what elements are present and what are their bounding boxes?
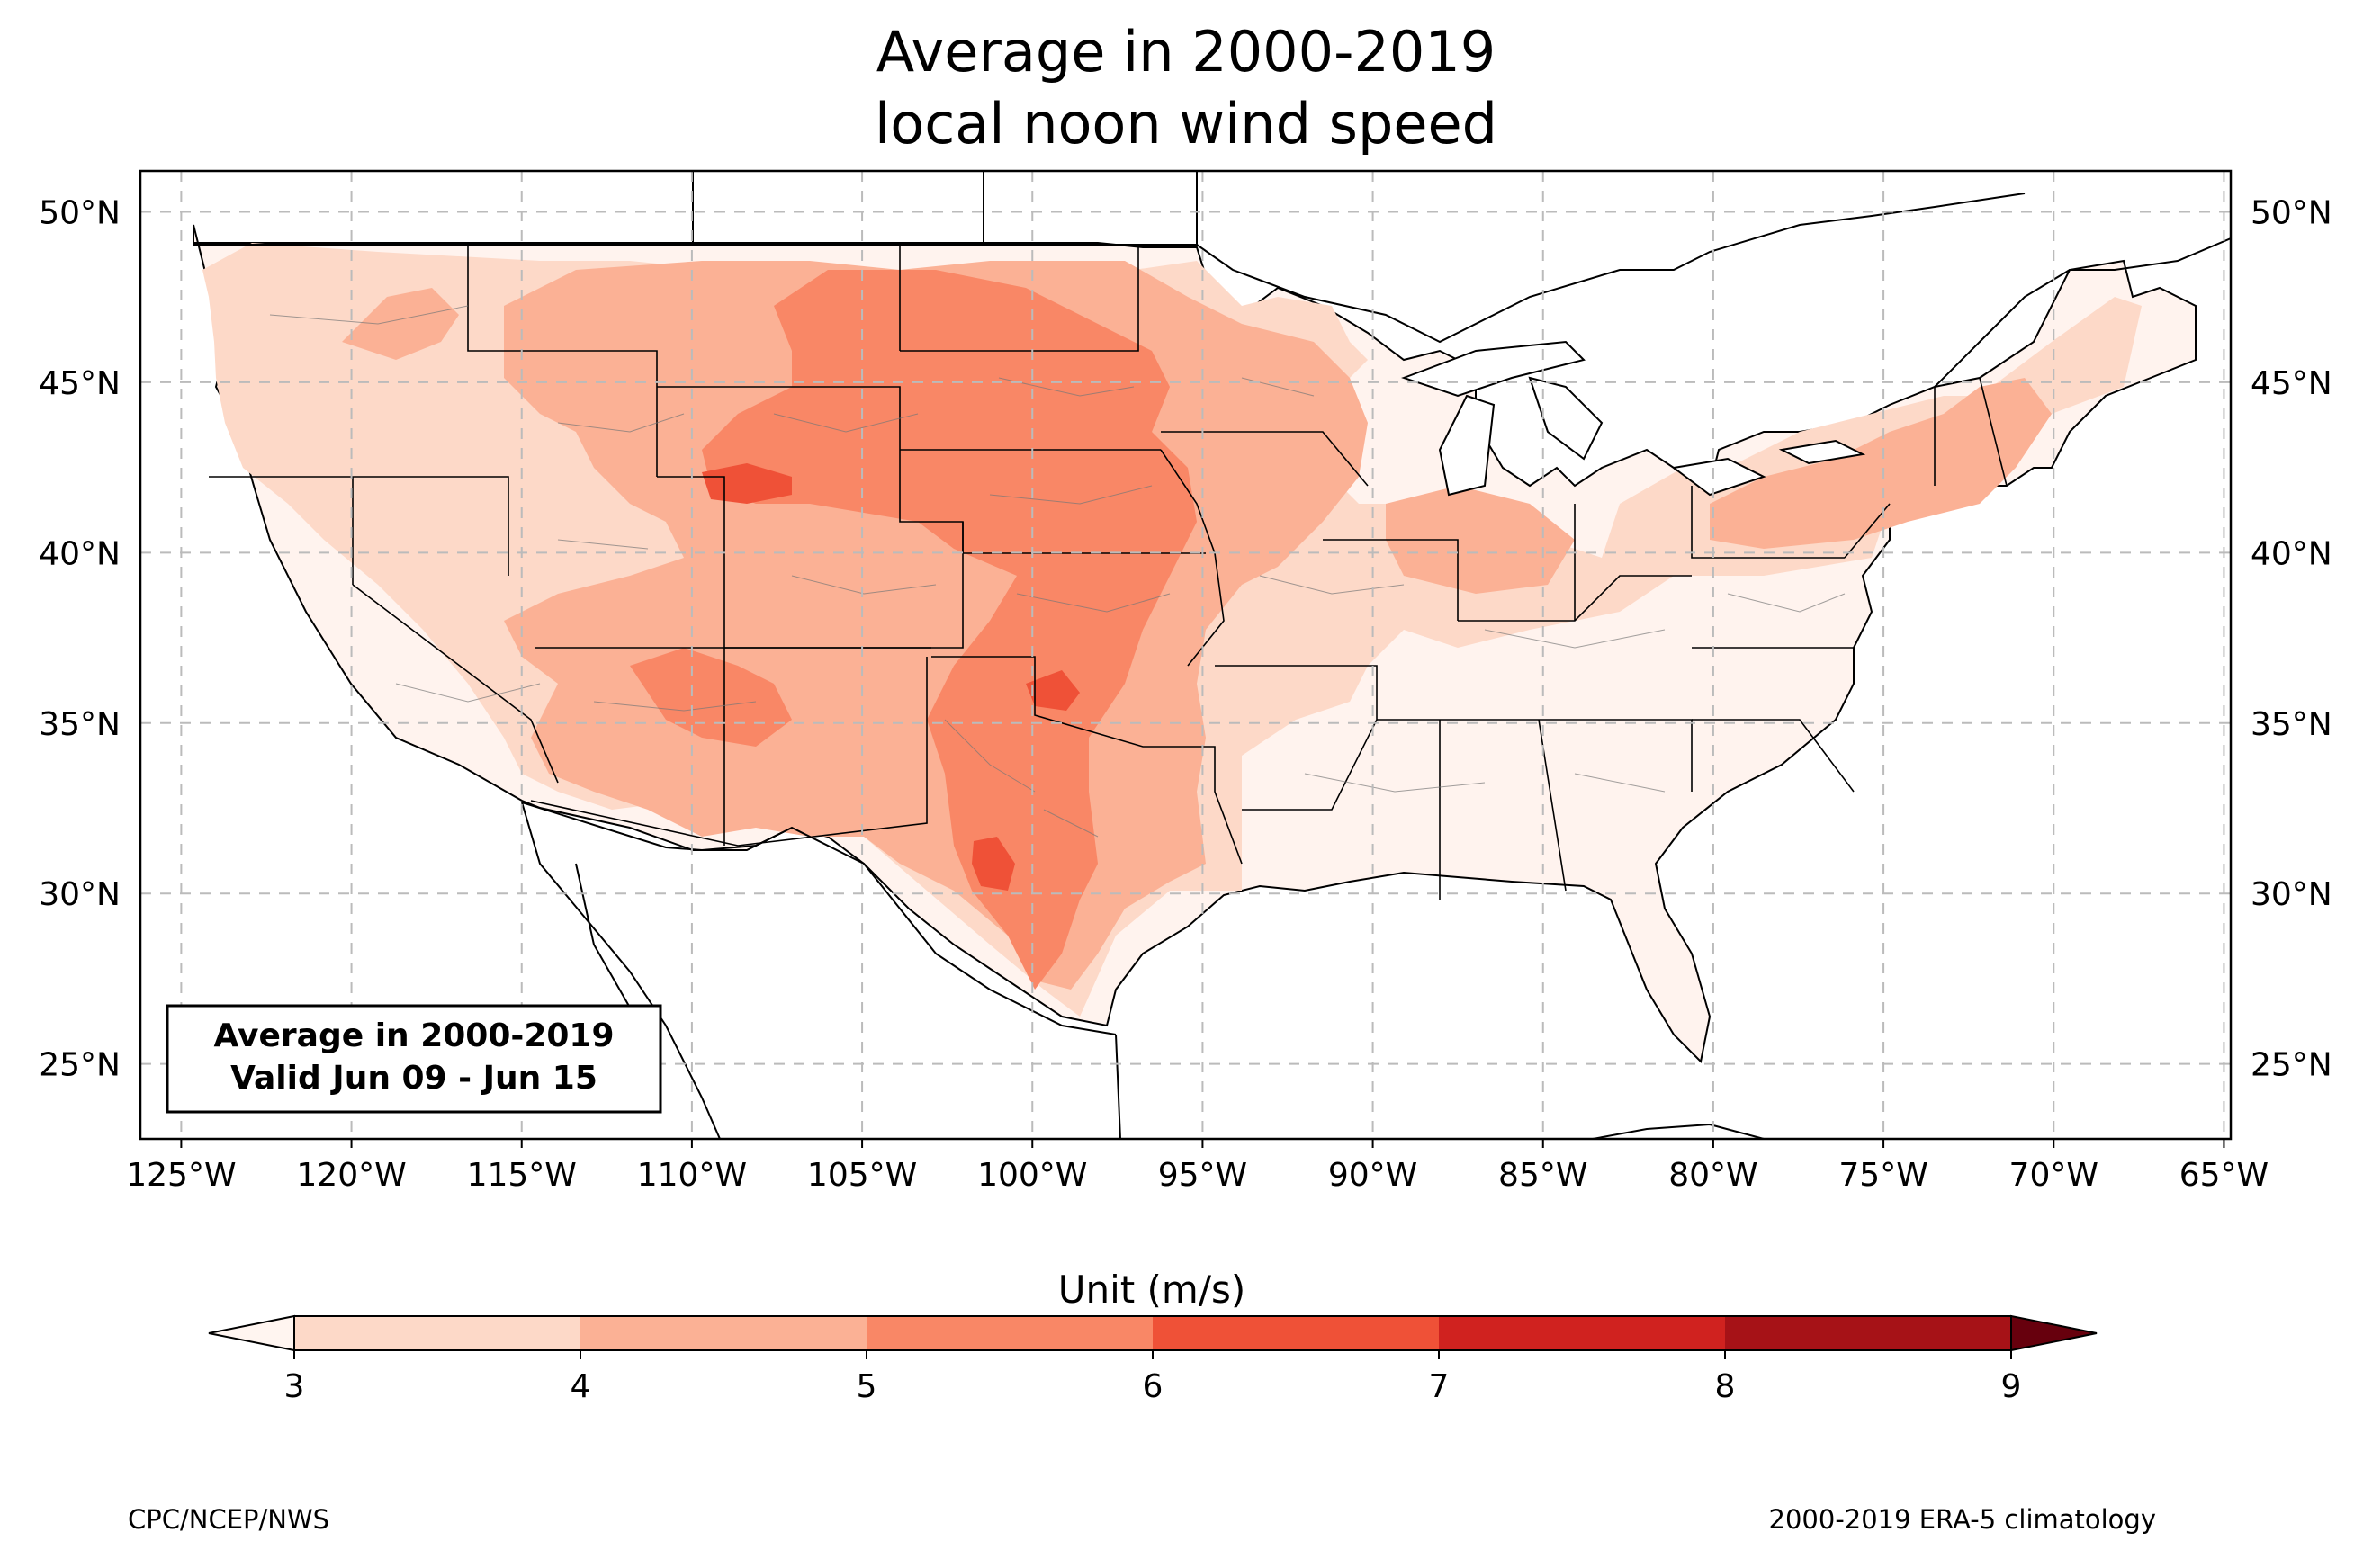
lat-tick-label-right: 50°N bbox=[2251, 194, 2332, 231]
colorbar-tick-label: 5 bbox=[857, 1368, 877, 1405]
colorbar-tick-label: 7 bbox=[1429, 1368, 1450, 1405]
lon-tick-label: 80°W bbox=[1668, 1157, 1757, 1194]
contour-4-5-midwest bbox=[1386, 486, 1575, 594]
lat-tick-label-right: 30°N bbox=[2251, 876, 2332, 913]
lat-tick-label-right: 45°N bbox=[2251, 365, 2332, 402]
lon-tick-label: 115°W bbox=[467, 1157, 577, 1194]
lat-tick-label-left: 30°N bbox=[39, 876, 121, 913]
lon-tick-label: 110°W bbox=[637, 1157, 747, 1194]
colorbar-tick-label: 8 bbox=[1715, 1368, 1736, 1405]
contour-6-7-oklahoma bbox=[1026, 670, 1080, 711]
colorbar-over-triangle bbox=[2010, 1314, 2098, 1352]
wind-speed-field bbox=[193, 171, 2231, 1139]
lon-tick-label: 70°W bbox=[2009, 1157, 2098, 1194]
colorbar-tick-label: 6 bbox=[1143, 1368, 1164, 1405]
info-box-line1: Average in 2000-2019 bbox=[213, 1017, 614, 1054]
colorbar-bin bbox=[580, 1316, 867, 1350]
lon-tick-label: 90°W bbox=[1328, 1157, 1417, 1194]
state-borders bbox=[209, 243, 2008, 900]
lon-tick-label: 85°W bbox=[1498, 1157, 1587, 1194]
lat-tick-label-right: 25°N bbox=[2251, 1047, 2332, 1084]
info-box-line2: Valid Jun 09 - Jun 15 bbox=[230, 1060, 597, 1097]
colorbar-ticks: 3 4 5 6 7 8 9 bbox=[284, 1350, 2022, 1405]
lon-tick-label: 125°W bbox=[126, 1157, 236, 1194]
contour-6-7-texas bbox=[972, 837, 1015, 891]
lat-tick-label-left: 35°N bbox=[39, 706, 121, 743]
lon-tick-label: 95°W bbox=[1158, 1157, 1247, 1194]
lat-tick-label-left: 50°N bbox=[39, 194, 121, 231]
footer-dataset: 2000-2019 ERA-5 climatology bbox=[1768, 1504, 2156, 1535]
longitude-tick-labels: 125°W 120°W 115°W 110°W 105°W 100°W 95°W 90°W 85… bbox=[126, 1139, 2269, 1194]
lon-tick-label: 120°W bbox=[296, 1157, 406, 1194]
map-frame bbox=[139, 169, 2233, 1141]
lon-tick-label: 105°W bbox=[807, 1157, 917, 1194]
national-borders bbox=[193, 171, 2231, 1139]
colorbar-bin bbox=[294, 1316, 580, 1350]
lat-tick-label-left: 25°N bbox=[39, 1047, 121, 1084]
latitude-tick-labels: 50°N 50°N 45°N 45°N 40°N 40°N 35°N 35°N 30°N 30°N… bbox=[39, 194, 2332, 1083]
lat-tick-label-right: 35°N bbox=[2251, 706, 2332, 743]
colorbar-bin bbox=[1439, 1316, 1725, 1350]
map-title-line1: Average in 2000-2019 bbox=[876, 19, 1496, 85]
map-title-line2: local noon wind speed bbox=[875, 91, 1497, 157]
colorbar-bin bbox=[1725, 1316, 2011, 1350]
contour-5-6-southwest bbox=[630, 648, 792, 747]
colorbar-bin bbox=[867, 1316, 1153, 1350]
colorbar-bins bbox=[294, 1316, 2011, 1350]
contour-4-5-northeast bbox=[1710, 378, 2052, 549]
colorbar-label: Unit (m/s) bbox=[1058, 1268, 1246, 1312]
county-borders bbox=[269, 305, 1846, 838]
lon-tick-label: 75°W bbox=[1838, 1157, 1927, 1194]
lon-tick-label: 65°W bbox=[2179, 1157, 2269, 1194]
lon-tick-label: 100°W bbox=[977, 1157, 1087, 1194]
graticule bbox=[140, 171, 2231, 1139]
colorbar-tick-label: 3 bbox=[284, 1368, 305, 1405]
colorbar: Unit (m/s) 3 4 5 6 7 8 9 bbox=[208, 1268, 2098, 1405]
colorbar-under-triangle bbox=[208, 1314, 295, 1352]
lat-tick-label-left: 45°N bbox=[39, 365, 121, 402]
lat-tick-label-right: 40°N bbox=[2251, 535, 2332, 572]
info-box-frame bbox=[166, 1004, 662, 1114]
info-box: Average in 2000-2019 Valid Jun 09 - Jun … bbox=[166, 1004, 662, 1114]
colorbar-bin bbox=[1153, 1316, 1439, 1350]
lat-tick-label-left: 40°N bbox=[39, 535, 121, 572]
colorbar-tick-label: 4 bbox=[571, 1368, 591, 1405]
footer-source: CPC/NCEP/NWS bbox=[128, 1504, 330, 1535]
colorbar-tick-label: 9 bbox=[2001, 1368, 2022, 1405]
contour-4-5-pacific-nw bbox=[342, 288, 459, 360]
map-panel: 125°W 120°W 115°W 110°W 105°W 100°W 95°W 90°W 85… bbox=[39, 169, 2332, 1194]
